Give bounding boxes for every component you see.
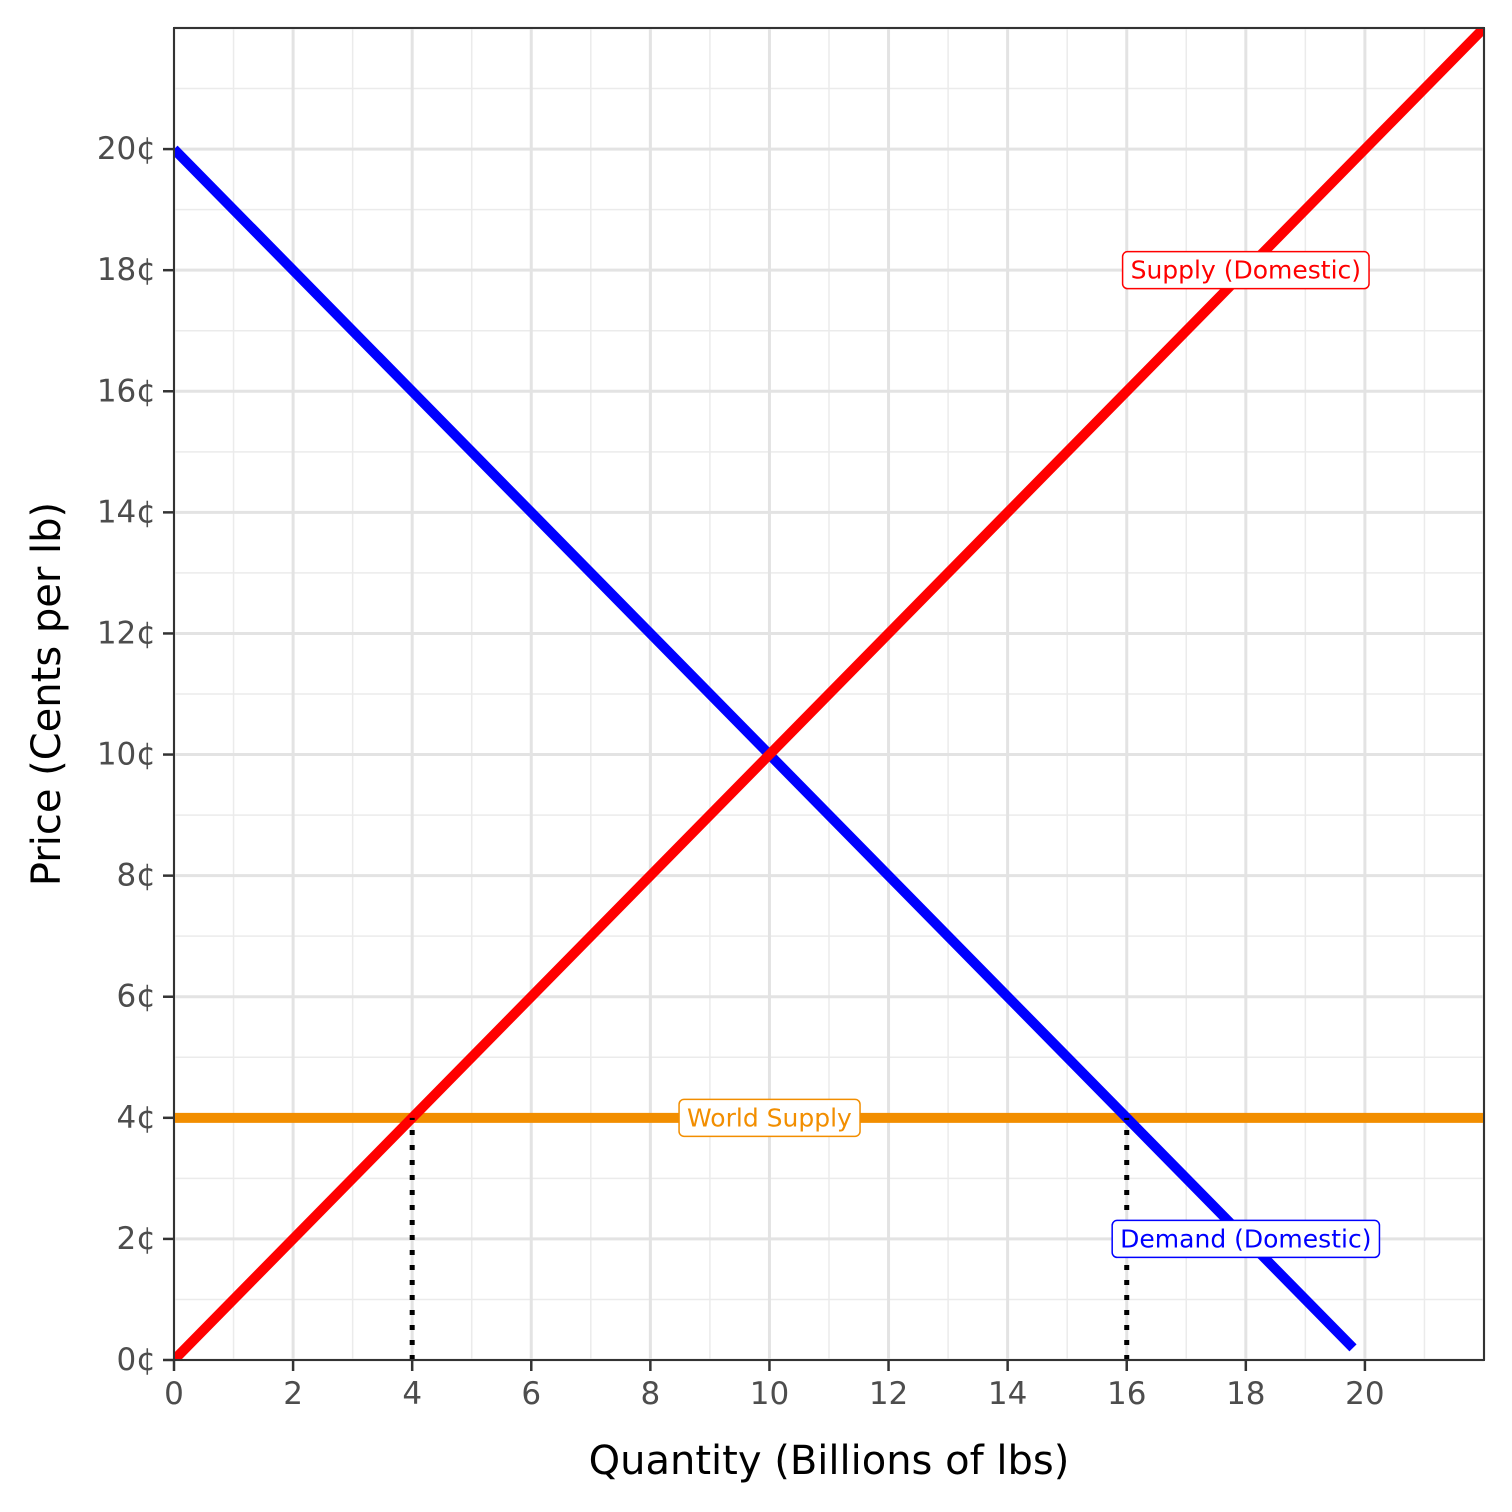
annotation-box	[1111, 1219, 1381, 1259]
x-tick-label: 20	[1345, 1376, 1384, 1412]
series-line-supply-domestic	[174, 28, 1484, 1360]
y-tick-label: 12¢	[97, 615, 156, 651]
y-tick-label: 8¢	[117, 858, 156, 894]
series-line-demand-domestic	[174, 145, 1357, 1352]
y-tick-label: 10¢	[97, 737, 156, 773]
x-tick-label: 6	[521, 1376, 541, 1412]
x-tick-label: 18	[1226, 1376, 1265, 1412]
y-tick-label: 6¢	[117, 979, 156, 1015]
y-tick-label: 4¢	[117, 1100, 156, 1136]
x-axis: 0 2 4 6 8 10 12 14 16 18 20	[164, 1360, 1385, 1412]
y-tick-label: 0¢	[117, 1342, 156, 1378]
x-tick-label: 2	[283, 1376, 303, 1412]
annotation-box	[678, 1098, 861, 1138]
x-tick-label: 14	[988, 1376, 1027, 1412]
x-tick-label: 10	[750, 1376, 789, 1412]
annotation-label: Supply (Domestic)	[1121, 250, 1370, 290]
annotation-text: World Supply	[687, 1103, 852, 1132]
annotation-text: Supply (Domestic)	[1131, 256, 1361, 285]
annotations: Supply (Domestic) World Supply Demand (Dom…	[678, 250, 1381, 1259]
y-tick-label: 20¢	[97, 131, 156, 167]
x-tick-label: 8	[640, 1376, 660, 1412]
x-tick-label: 16	[1107, 1376, 1146, 1412]
x-tick-label: 4	[402, 1376, 422, 1412]
x-tick-label: 0	[164, 1376, 184, 1412]
annotation-text: Demand (Domestic)	[1120, 1224, 1371, 1253]
annotation-box	[1121, 250, 1370, 290]
y-tick-label: 14¢	[97, 494, 156, 530]
y-tick-label: 18¢	[97, 252, 156, 288]
y-tick-label: 2¢	[117, 1221, 156, 1257]
y-axis-title: Price (Cents per lb)	[24, 502, 70, 886]
x-axis-title: Quantity (Billions of lbs)	[589, 1438, 1070, 1484]
annotation-label: World Supply	[678, 1098, 861, 1138]
minor-gridlines	[174, 28, 1484, 1360]
plot-panel-border	[173, 27, 1485, 1361]
annotation-label: Demand (Domestic)	[1111, 1219, 1381, 1259]
x-tick-label: 12	[869, 1376, 908, 1412]
y-axis: 0¢ 2¢ 4¢ 6¢ 8¢ 10¢ 12¢ 14¢ 16¢ 18¢ 20¢	[97, 131, 174, 1378]
y-tick-label: 16¢	[97, 373, 156, 409]
